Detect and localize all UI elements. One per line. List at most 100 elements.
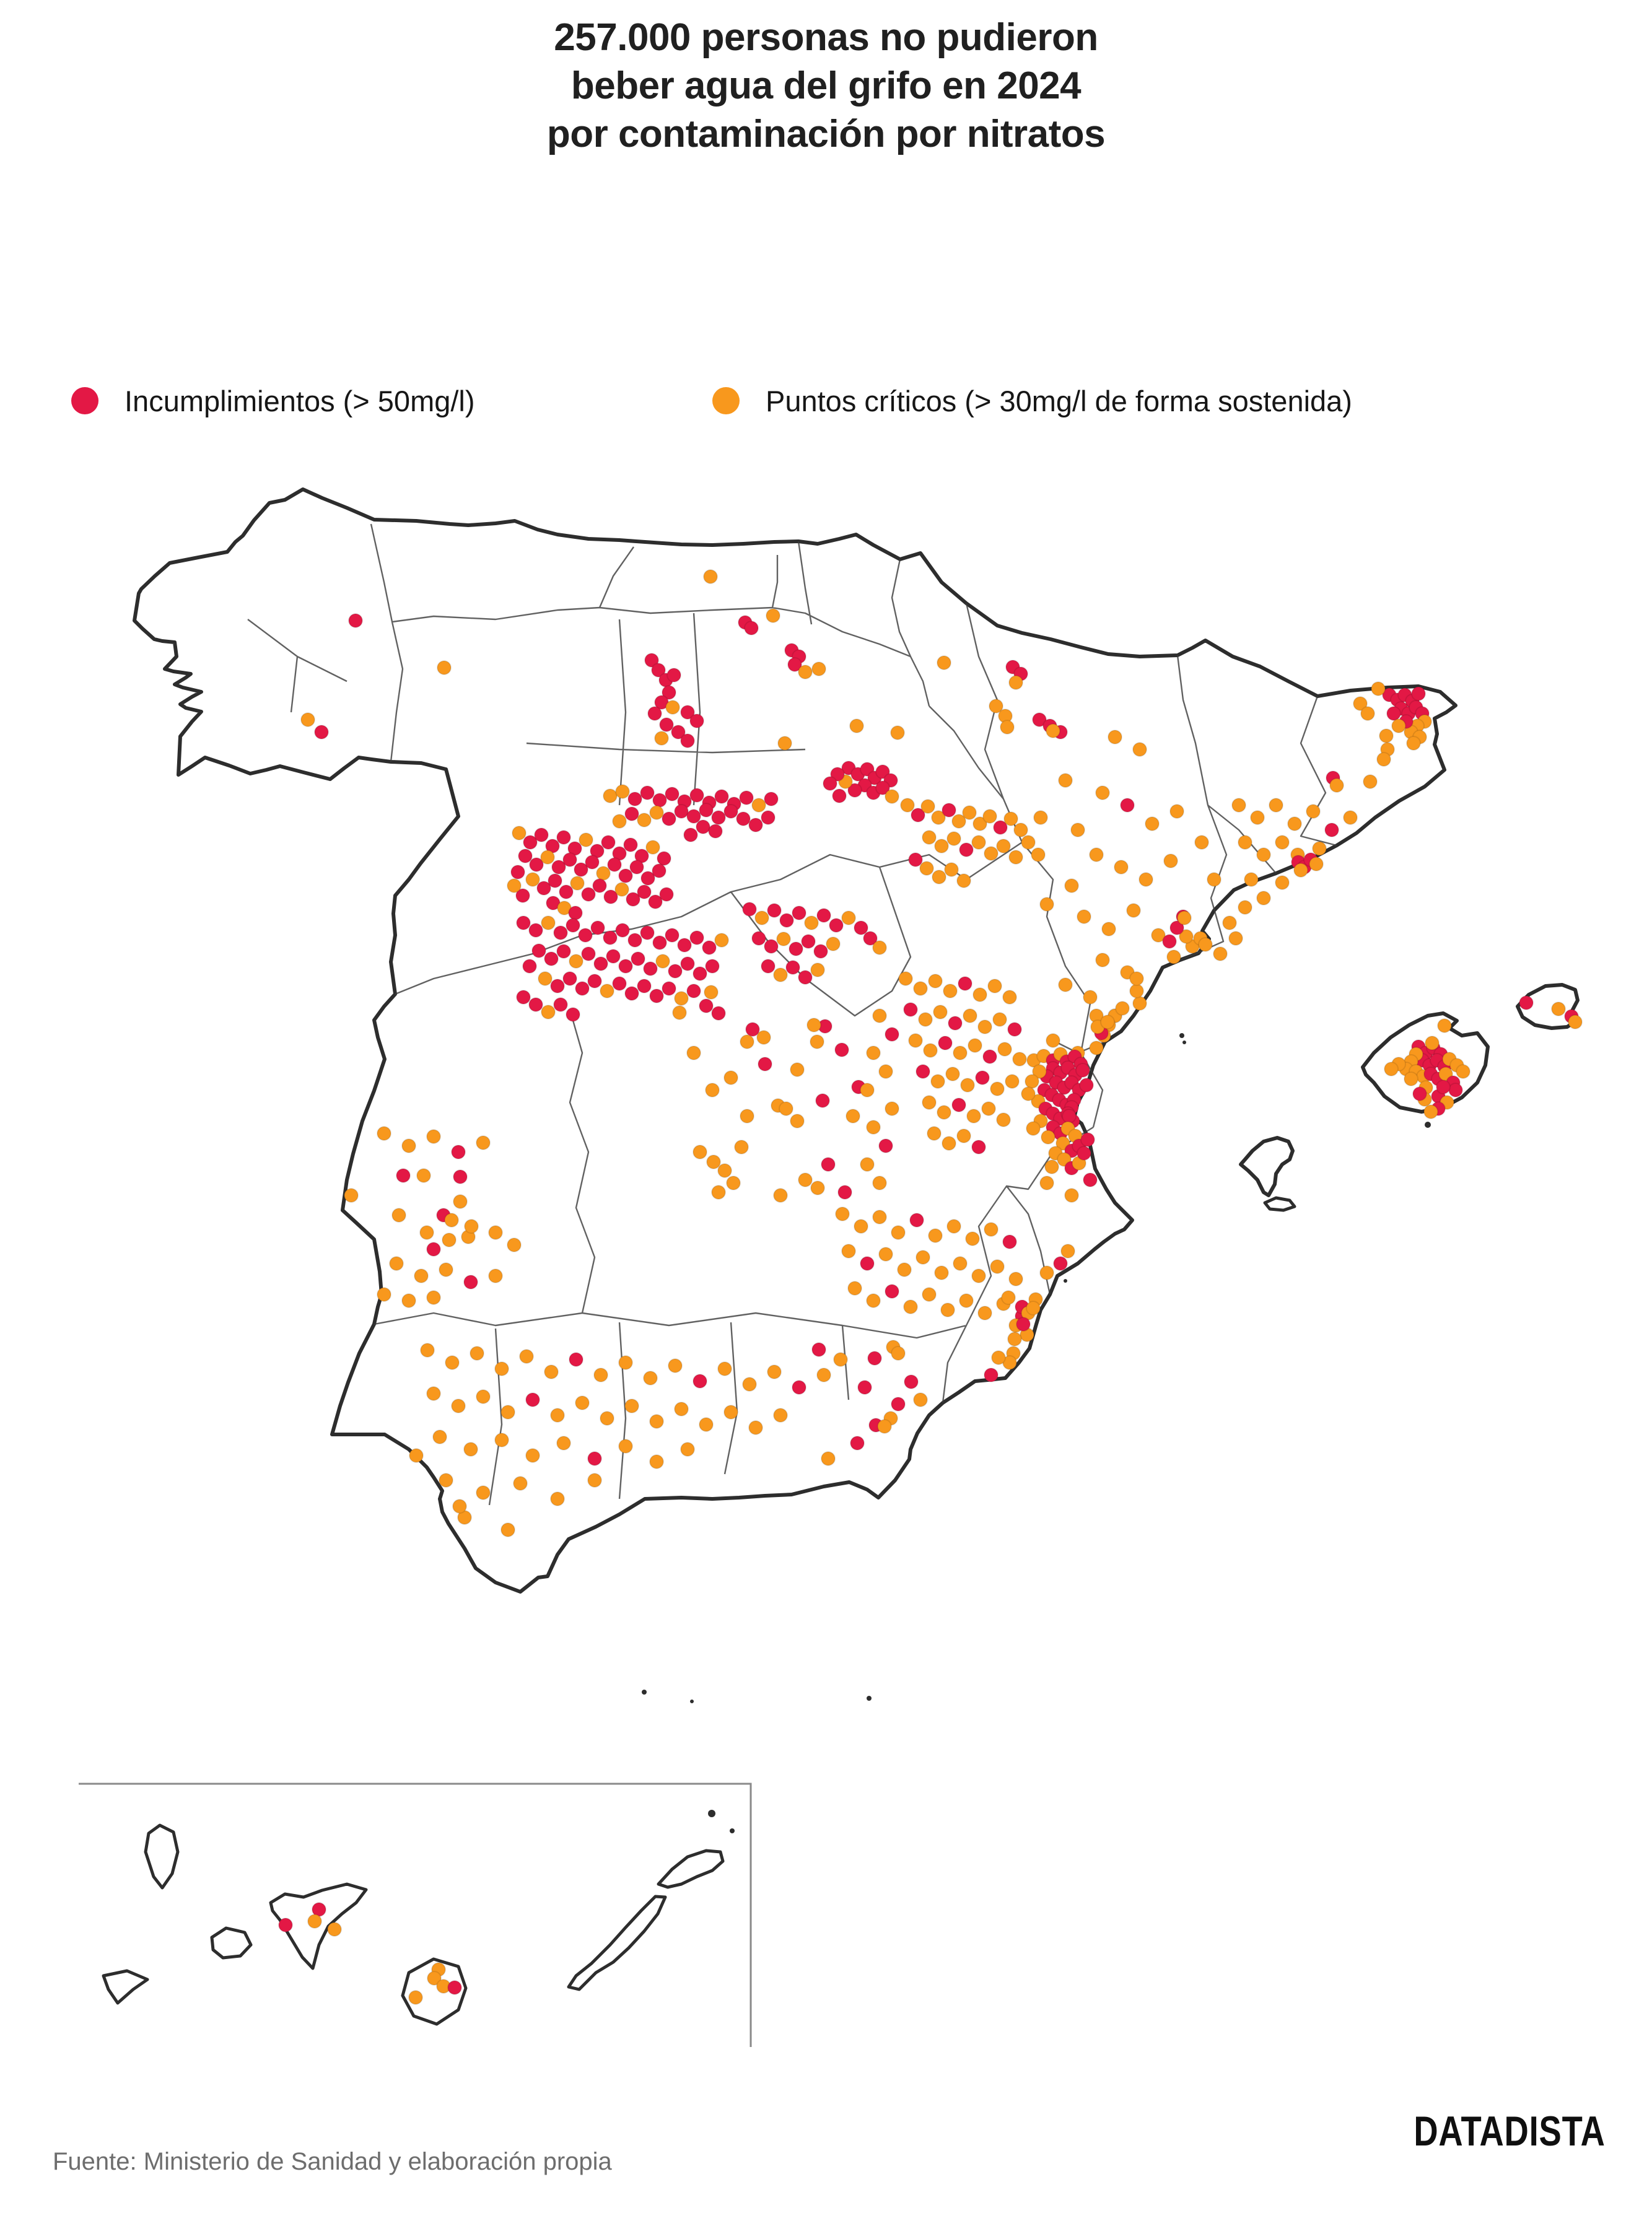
la-gomera-outline (210, 1926, 253, 1960)
map-point-critico (439, 1262, 453, 1277)
map-point-critico (1046, 723, 1060, 738)
chafarinas-islet (867, 1696, 872, 1701)
map-point-critico (414, 1268, 429, 1283)
map-point-critico (612, 814, 627, 829)
map-point-critico (740, 1034, 754, 1049)
map-point-critico (900, 798, 915, 813)
map-point-incumplimiento (556, 944, 571, 959)
map-point-critico (937, 1105, 951, 1120)
map-point-critico (908, 1033, 923, 1048)
formentera-outline (1263, 1196, 1296, 1212)
map-point-critico (1039, 1265, 1054, 1280)
map-point-critico (991, 1350, 1006, 1365)
map-point-incumplimiento (693, 966, 707, 981)
map-point-incumplimiento (553, 997, 568, 1012)
map-point-critico (903, 1299, 918, 1314)
map-point-critico (1163, 853, 1178, 868)
map-point-critico (1363, 774, 1378, 789)
map-point-critico (593, 1368, 608, 1382)
map-point-critico (1179, 929, 1194, 944)
map-point-critico (890, 725, 905, 740)
map-point-incumplimiento (652, 863, 666, 878)
map-point-incumplimiento (860, 1256, 875, 1271)
map-point-incumplimiento (426, 1242, 441, 1257)
map-point-critico (1013, 823, 1028, 837)
map-point-critico (835, 1207, 850, 1221)
map-point-critico (854, 1219, 868, 1234)
title-line-1: 257.000 personas no pudieron (554, 16, 1098, 59)
map-point-incumplimiento (821, 1157, 836, 1172)
legend-label-incumplimientos: Incumplimientos (> 50mg/l) (125, 384, 475, 417)
map-point-critico (878, 1064, 893, 1079)
map-point-critico (1115, 1001, 1130, 1016)
map-point-critico (920, 799, 935, 814)
map-point-critico (977, 1306, 992, 1320)
map-point-incumplimiento (603, 930, 618, 945)
map-point-critico (451, 1399, 466, 1413)
map-point-incumplimiento (696, 819, 710, 834)
map-point-incumplimiento (607, 857, 622, 872)
map-point-incumplimiento (516, 915, 531, 930)
map-point-critico (703, 569, 718, 584)
alboran-islet (642, 1690, 647, 1695)
map-point-critico (982, 809, 997, 824)
map-point-critico (699, 1417, 714, 1432)
map-point-incumplimiento (453, 1169, 468, 1184)
map-point-incumplimiento (592, 878, 607, 893)
map-point-incumplimiento (612, 976, 627, 991)
map-point-incumplimiento (562, 852, 577, 867)
map-point-incumplimiento (1075, 1063, 1090, 1078)
map-point-incumplimiento (744, 621, 759, 635)
map-point-incumplimiento (823, 776, 837, 791)
map-point-incumplimiento (1002, 1234, 1017, 1249)
map-point-critico (1031, 847, 1046, 862)
map-point-critico (968, 1038, 982, 1053)
map-point-incumplimiento (854, 920, 868, 935)
map-point-incumplimiento (792, 906, 806, 920)
map-point-critico (891, 1346, 906, 1361)
map-point-incumplimiento (1412, 1086, 1427, 1101)
map-point-critico (956, 1128, 971, 1143)
map-point-incumplimiento (1080, 1132, 1095, 1147)
map-point-critico (806, 1018, 821, 1032)
map-point-incumplimiento (1169, 920, 1184, 935)
map-point-critico (1404, 1072, 1418, 1086)
map-point-critico (773, 1408, 788, 1423)
map-point-critico (1213, 946, 1228, 961)
map-point-incumplimiento (758, 1057, 772, 1072)
map-point-critico (439, 1473, 453, 1488)
map-point-critico (811, 661, 826, 676)
map-point-critico (494, 1433, 509, 1447)
map-point-critico (945, 1067, 960, 1081)
map-point-incumplimiento (699, 803, 714, 818)
map-point-incumplimiento (904, 1374, 919, 1389)
map-point-critico (1008, 675, 1023, 690)
map-point-incumplimiento (627, 792, 642, 806)
map-point-critico (989, 699, 1003, 714)
map-point-incumplimiento (1053, 1256, 1068, 1271)
map-point-incumplimiento (1077, 1146, 1091, 1161)
map-point-incumplimiento (659, 887, 674, 902)
map-point-critico (897, 1262, 912, 1277)
map-point-incumplimiento (815, 1093, 830, 1108)
map-point-incumplimiento (971, 1140, 986, 1154)
map-point-critico (1275, 875, 1290, 890)
map-point-critico (841, 910, 856, 925)
map-point-incumplimiento (863, 931, 878, 946)
map-point-critico (798, 1172, 813, 1187)
map-point-critico (645, 840, 660, 855)
map-point-critico (464, 1219, 479, 1234)
map-point-critico (971, 1268, 986, 1283)
map-point-critico (1026, 1121, 1041, 1136)
map-point-critico (1000, 720, 1015, 735)
map-point-incumplimiento (615, 923, 630, 938)
map-point-critico (420, 1343, 435, 1358)
map-point-critico (377, 1287, 391, 1302)
map-point-critico (1238, 900, 1252, 915)
map-point-critico (603, 788, 618, 803)
map-point-critico (665, 700, 680, 715)
map-point-critico (928, 974, 943, 989)
map-point-critico (846, 1109, 860, 1124)
map-point-incumplimiento (463, 1275, 478, 1290)
map-point-incumplimiento (689, 714, 704, 728)
